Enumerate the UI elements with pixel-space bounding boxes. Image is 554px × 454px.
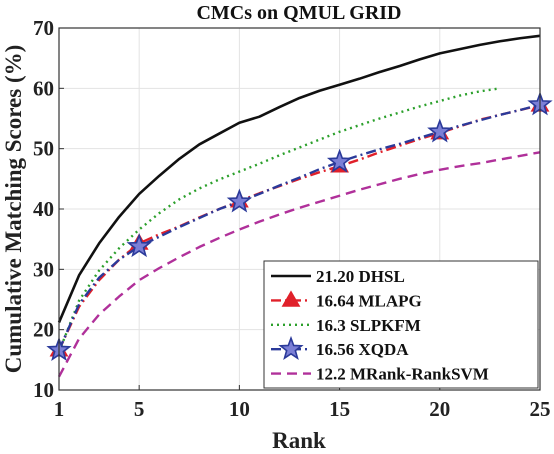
x-tick-label: 10 <box>229 397 250 421</box>
series-marker <box>326 148 353 173</box>
legend-box <box>263 260 539 389</box>
y-tick-label: 60 <box>33 76 54 100</box>
y-tick-label: 70 <box>33 16 54 40</box>
x-tick-label: 15 <box>329 397 350 421</box>
series-line <box>57 151 541 378</box>
legend-marker <box>278 335 304 360</box>
y-tick-label: 10 <box>33 378 54 402</box>
legend-marker <box>281 290 301 307</box>
legend: 21.20 DHSL 16.64 MLAPG 16.3 SLPKFM 16.56 XQ… <box>263 260 539 389</box>
legend-item: 21.20 DHSL <box>271 267 405 286</box>
legend-label: 16.64 MLAPG <box>316 291 422 310</box>
series-line <box>57 87 501 353</box>
y-tick-label: 30 <box>33 257 54 281</box>
legend-label: 16.3 SLPKFM <box>316 316 421 335</box>
y-axis-title: Cumulative Matching Scores (%) <box>1 45 26 374</box>
series-lines <box>46 34 553 378</box>
series-marker <box>226 188 253 213</box>
series-2 <box>57 87 501 353</box>
series-line <box>57 34 541 323</box>
series-4 <box>57 151 541 378</box>
legend-label: 16.56 XQDA <box>316 340 409 359</box>
legend-item: 16.56 XQDA <box>271 335 409 360</box>
x-tick-label: 20 <box>429 397 450 421</box>
x-axis-title: Rank <box>272 428 326 453</box>
legend-item: 12.2 MRank-RankSVM <box>271 365 489 384</box>
y-tick-label: 20 <box>33 318 54 342</box>
legend-label: 21.20 DHSL <box>316 267 405 286</box>
x-tick-label: 25 <box>530 397 551 421</box>
legend-item: 16.3 SLPKFM <box>271 316 421 335</box>
x-tick-label: 5 <box>134 397 145 421</box>
series-marker <box>427 118 453 143</box>
y-tick-label: 40 <box>33 197 54 221</box>
series-0 <box>57 34 541 323</box>
legend-item: 16.64 MLAPG <box>271 290 422 310</box>
x-tick-label: 1 <box>54 397 65 421</box>
y-tick-label: 50 <box>33 137 54 161</box>
series-marker <box>126 233 152 258</box>
legend-label: 12.2 MRank-RankSVM <box>316 365 489 384</box>
chart-title: CMCs on QMUL GRID <box>196 2 401 24</box>
